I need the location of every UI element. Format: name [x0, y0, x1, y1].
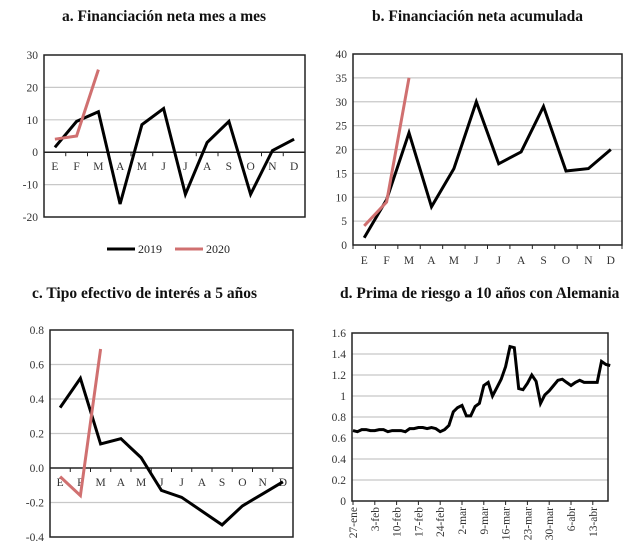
plot-frame — [351, 332, 609, 502]
x-tick-label: M — [449, 255, 459, 267]
y-tick-label: 1.4 — [332, 349, 347, 361]
x-tick-label: S — [226, 161, 232, 173]
legend-label: 2019 — [138, 242, 162, 256]
plot-frame — [49, 329, 294, 538]
y-tick-label: 15 — [336, 168, 348, 180]
y-tick-label: 0 — [32, 147, 38, 159]
y-tick-label: 10 — [336, 192, 348, 204]
y-tick-label: -10 — [23, 180, 39, 192]
x-tick-label: E — [57, 477, 64, 489]
x-tick-label: A — [427, 255, 436, 267]
y-tick-label: 0 — [340, 496, 346, 508]
x-tick-label: J — [496, 255, 501, 267]
x-tick-label: M — [404, 255, 414, 267]
y-tick-label: 20 — [336, 145, 348, 157]
x-tick-label: M — [93, 161, 103, 173]
y-tick-label: -0.2 — [26, 498, 44, 510]
x-tick-label: J — [183, 161, 188, 173]
x-tick-label: E — [51, 161, 58, 173]
x-tick-label: M — [96, 477, 106, 489]
x-tick-label: 3-feb — [370, 507, 382, 532]
x-tick-label: A — [198, 477, 207, 489]
chart-b-title: b. Financiación neta acumulada — [372, 8, 583, 25]
x-tick-label: M — [137, 161, 147, 173]
chart-b: 40 35 30 25 20 15 10 5 0 E F M A M J J A S O N D — [336, 49, 623, 267]
y-tick-label: 0.6 — [30, 360, 45, 372]
y-tick-label: 0.2 — [332, 475, 347, 487]
x-tick-label: F — [383, 255, 389, 267]
chart-c: 0.80.60.40.20.0-0.2-0.4E F M A M J J A S O N D — [26, 325, 294, 544]
x-tick-label: S — [219, 477, 225, 489]
y-tick-label: 10 — [27, 115, 39, 127]
y-tick-label: 0.2 — [30, 429, 45, 441]
x-tick-label: 30-mar — [544, 507, 556, 540]
series-line-2019 — [58, 374, 284, 527]
x-tick-label: J — [159, 477, 164, 489]
y-tick-label: 0.8 — [30, 325, 45, 337]
x-tick-label: N — [268, 161, 277, 173]
legend-label: 2020 — [206, 242, 230, 256]
y-tick-label: 40 — [336, 49, 348, 61]
y-tick-label: 1.6 — [332, 328, 347, 340]
series-line-prima-de-riesgo — [352, 344, 611, 434]
x-tick-label: O — [562, 255, 570, 267]
x-tick-label: O — [246, 161, 254, 173]
x-tick-label: A — [116, 161, 125, 173]
y-tick-label: 0.4 — [332, 454, 347, 466]
series-line-2020 — [54, 69, 100, 141]
chart-d-title: d. Prima de riesgo a 10 años con Alemani… — [340, 285, 620, 302]
series-line-2019 — [53, 105, 295, 205]
x-tick-label: D — [290, 161, 298, 173]
x-tick-label: N — [584, 255, 593, 267]
x-tick-label: M — [136, 477, 146, 489]
x-tick-label: S — [540, 255, 546, 267]
y-tick-label: 5 — [341, 216, 347, 228]
x-tick-label: 24-feb — [435, 507, 447, 537]
y-tick-label: -20 — [23, 212, 39, 224]
x-tick-label: 17-feb — [413, 507, 425, 537]
y-tick-label: 30 — [27, 50, 39, 62]
x-tick-label: E — [361, 255, 368, 267]
y-tick-label: 25 — [336, 121, 348, 133]
y-tick-label: -0.4 — [26, 532, 44, 544]
legend: 2019 2020 — [107, 242, 230, 256]
chart-c-title: c. Tipo efectivo de interés a 5 años — [32, 285, 258, 302]
y-tick-label: 35 — [336, 73, 348, 85]
x-tick-label: 10-feb — [392, 507, 404, 537]
series-line-2019 — [362, 97, 612, 239]
y-tick-label: 1 — [340, 391, 346, 403]
x-tick-label: J — [161, 161, 166, 173]
chart-d: 1.6 1.4 1.2 1 0.8 0.6 0.4 0.2 027-ene 3-feb 10-feb… — [332, 328, 611, 540]
x-tick-label: 13-abr — [588, 507, 600, 537]
x-tick-label: 6-abr — [566, 507, 578, 531]
y-tick-label: 0 — [341, 240, 347, 252]
x-tick-label: J — [179, 477, 184, 489]
x-tick-label: A — [517, 255, 526, 267]
x-tick-label: 16-mar — [501, 507, 513, 540]
y-tick-label: 0.0 — [30, 463, 45, 475]
x-tick-label: F — [77, 477, 83, 489]
x-tick-label: 2-mar — [457, 507, 469, 535]
x-tick-label: 9-mar — [479, 507, 491, 535]
x-tick-label: J — [474, 255, 479, 267]
y-tick-label: 0.6 — [332, 433, 347, 445]
x-tick-label: N — [258, 477, 267, 489]
x-tick-label: A — [203, 161, 212, 173]
y-tick-label: 0.4 — [30, 394, 45, 406]
x-tick-label: O — [238, 477, 246, 489]
plot-frame — [43, 54, 306, 218]
x-tick-label: D — [607, 255, 615, 267]
y-tick-label: 30 — [336, 97, 348, 109]
x-tick-label: F — [73, 161, 79, 173]
chart-a-title: a. Financiación neta mes a mes — [62, 8, 267, 25]
x-tick-label: A — [117, 477, 126, 489]
y-tick-label: 20 — [27, 82, 39, 94]
y-tick-label: 0.8 — [332, 412, 347, 424]
y-tick-label: 1.2 — [332, 370, 347, 382]
x-tick-label: 23-mar — [522, 507, 534, 540]
x-tick-label: 27-ene — [348, 507, 360, 538]
